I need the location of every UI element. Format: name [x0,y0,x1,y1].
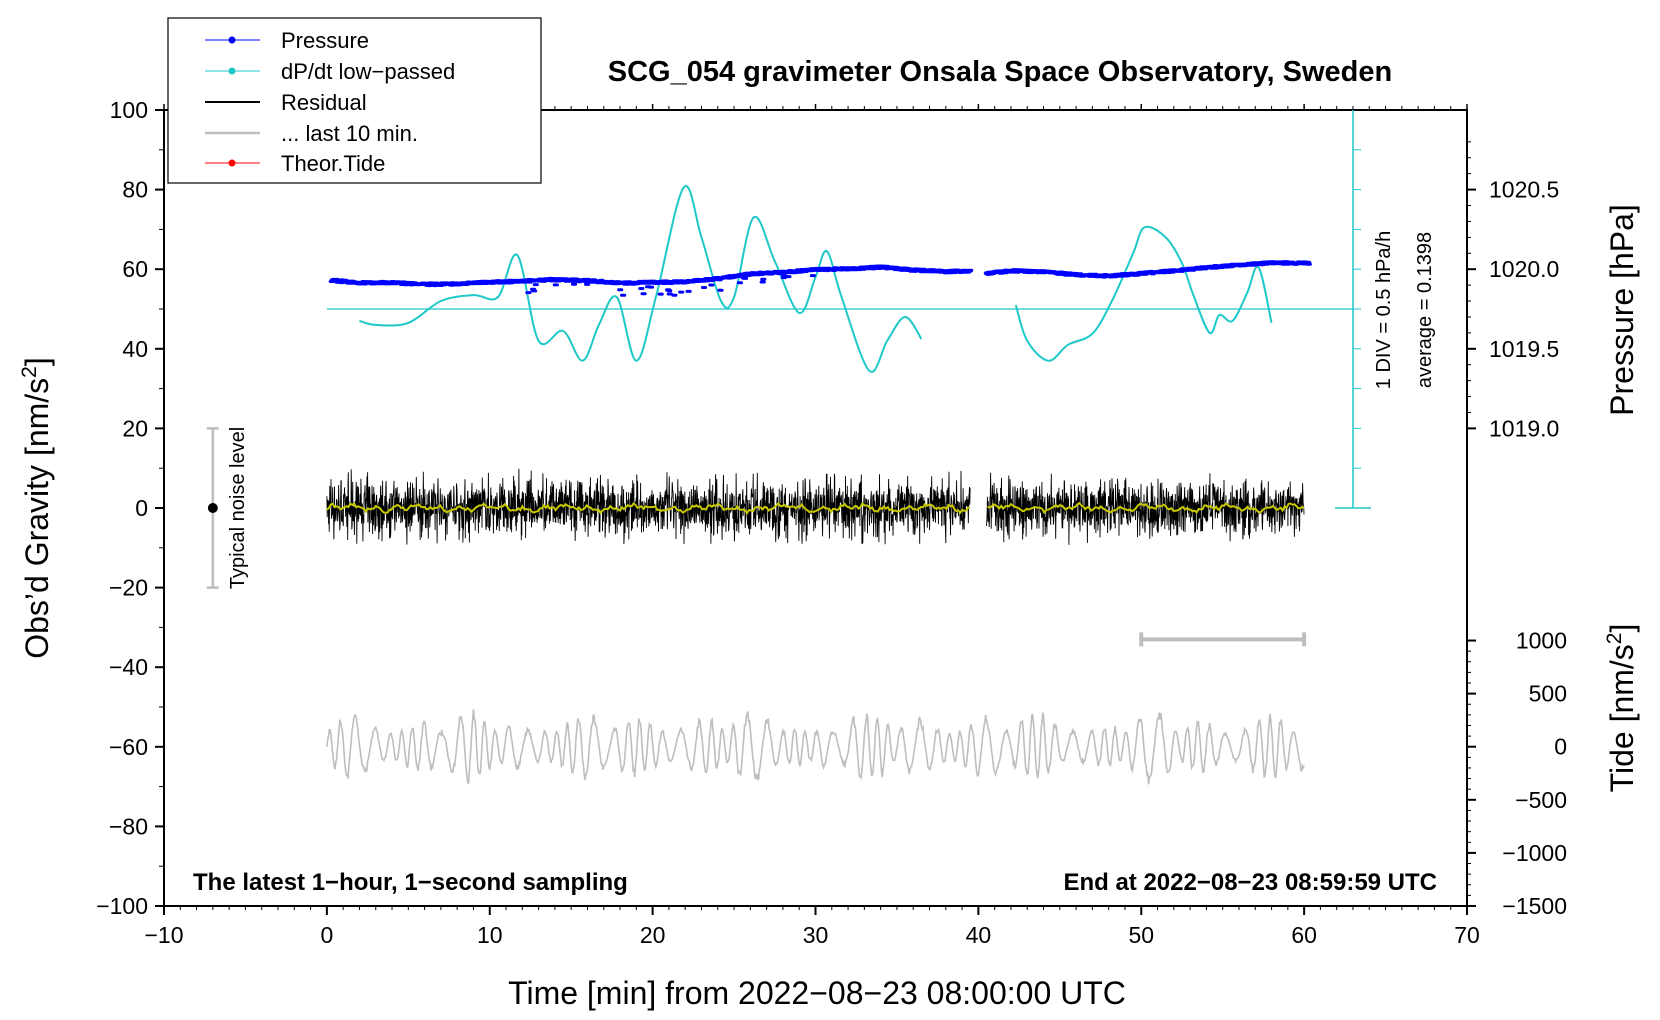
y-axis-title-gravity-sup: 2 [18,366,41,378]
y-axis-title-pressure: Pressure [hPa] [1604,204,1640,416]
y-tick-label: 80 [122,177,148,203]
axes-layer: −10 0 10 20 30 40 50 60 70−100−80−60−40−20020406… [96,97,1567,948]
last-10-min-series [326,709,1305,785]
tide-tick-label: −1500 [1502,893,1567,919]
dpdt-series [359,185,1273,373]
tide-tick-label: 0 [1554,734,1567,760]
y-tick-label: −40 [109,654,148,680]
noise-level-label: Typical noise level [227,427,249,589]
legend: Pressure dP/dt low−passed Residual ... l… [167,17,542,184]
x-tick-label: −10 [144,922,183,948]
noise-bar-center [207,503,218,513]
legend-residual-label: Residual [281,90,367,115]
y-tick-label: 0 [135,495,148,521]
pressure-tick-label: 1020.0 [1489,256,1559,282]
pressure-dots [328,260,1312,297]
tide-tick-label: 500 [1529,681,1567,707]
y-tick-label: −60 [109,734,148,760]
y-axis-title-tide-sup: 2 [1603,633,1626,645]
x-tick-label: 30 [803,922,829,948]
x-tick-label: 60 [1291,922,1317,948]
residual-series [326,468,1305,545]
legend-pressure-marker [228,36,236,44]
y-tick-label: −100 [96,893,148,919]
legend-pressure-label: Pressure [281,28,369,53]
y-tick-label: 20 [122,415,148,441]
y-tick-label: 100 [110,97,148,123]
y-tick-label: 60 [122,256,148,282]
x-tick-label: 70 [1454,922,1480,948]
legend-tide-label: Theor.Tide [281,151,385,176]
legend-dpdt-label: dP/dt low−passed [281,59,455,84]
x-tick-label: 0 [320,922,333,948]
legend-last10-label: ... last 10 min. [281,121,418,146]
pressure-tick-label: 1019.5 [1489,336,1559,362]
y-tick-label: 40 [122,336,148,362]
tide-tick-label: 1000 [1516,628,1567,654]
residual-lowpass-series [326,501,1305,515]
x-tick-label: 50 [1128,922,1154,948]
x-tick-label: 10 [477,922,503,948]
chart-title: SCG_054 gravimeter Onsala Space Observat… [608,56,1392,88]
y-axis-title-gravity-end: ] [19,357,55,366]
average-label: average = 0.1398 [1414,232,1436,388]
pressure-tick-label: 1019.0 [1489,415,1559,441]
y-axis-title-tide: Tide [nm/s2] [1603,624,1640,793]
x-tick-label: 40 [966,922,992,948]
legend-tide-marker [228,159,236,167]
y-tick-label: −20 [109,575,148,601]
y-axis-title-gravity-main: Obs’d Gravity [nm/s [19,378,55,659]
ddiv-label: 1 DIV = 0.5 hPa/h [1373,231,1395,389]
annotation-end-time: End at 2022−08−23 08:59:59 UTC [1063,869,1437,896]
y-axis-title-gravity: Obs’d Gravity [nm/s2] [18,357,55,659]
x-tick-label: 20 [640,922,666,948]
x-axis-title: Time [min] from 2022−08−23 08:00:00 UTC [508,975,1126,1011]
series-layer [206,110,1371,785]
tide-tick-label: −500 [1515,787,1567,813]
y-axis-title-tide-end: ] [1604,624,1640,633]
annotation-sampling: The latest 1−hour, 1−second sampling [193,869,628,896]
legend-box [167,17,542,184]
pressure-tick-label: 1020.5 [1489,177,1559,203]
y-axis-title-tide-main: Tide [nm/s [1604,644,1640,792]
y-tick-label: −80 [109,813,148,839]
legend-dpdt-marker [228,67,236,75]
pressure-series [328,260,1312,297]
tide-tick-label: −1000 [1502,840,1567,866]
